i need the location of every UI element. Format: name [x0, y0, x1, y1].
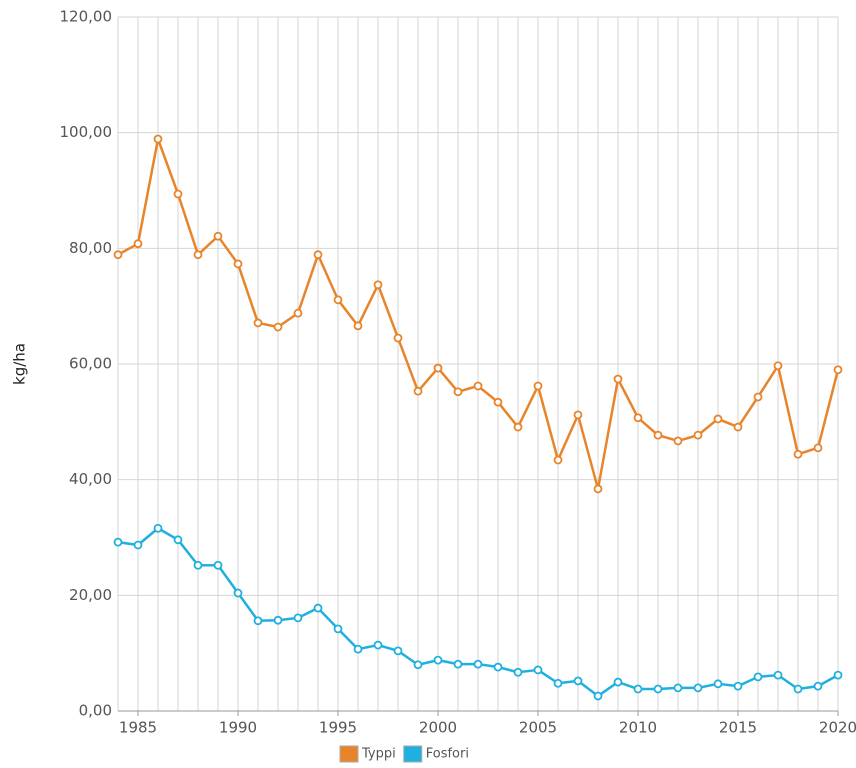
data-point [633, 684, 643, 694]
data-point [793, 684, 803, 694]
data-point [493, 397, 503, 407]
data-point [453, 387, 463, 397]
x-tick-label: 2010 [619, 719, 657, 737]
data-point [453, 659, 463, 669]
data-point [113, 537, 123, 547]
data-point [713, 679, 723, 689]
data-point [733, 422, 743, 432]
data-point [233, 588, 243, 598]
legend-swatch [403, 745, 423, 763]
y-tick-label: 0,00 [79, 702, 112, 720]
data-point [493, 662, 503, 672]
data-point [813, 681, 823, 691]
data-point [313, 250, 323, 260]
data-point [133, 540, 143, 550]
data-point [353, 321, 363, 331]
data-point [813, 443, 823, 453]
data-point [413, 386, 423, 396]
data-point [153, 523, 163, 533]
data-point [533, 665, 543, 675]
x-tick-label: 1990 [219, 719, 257, 737]
data-point [213, 560, 223, 570]
data-point [573, 676, 583, 686]
data-point [513, 422, 523, 432]
data-point [833, 670, 843, 680]
data-point [253, 616, 263, 626]
data-point [833, 365, 843, 375]
x-tick-label: 1995 [319, 719, 357, 737]
data-point [713, 414, 723, 424]
legend-label: Typpi [361, 747, 396, 762]
data-point [473, 659, 483, 669]
legend-swatch [339, 745, 359, 763]
y-tick-label: 100,00 [60, 123, 113, 141]
data-point [293, 308, 303, 318]
data-point [613, 677, 623, 687]
data-point [573, 410, 583, 420]
x-tick-label: 2015 [719, 719, 757, 737]
y-tick-label: 80,00 [69, 239, 112, 257]
data-point [793, 449, 803, 459]
data-point [673, 683, 683, 693]
data-point [413, 660, 423, 670]
legend-label: Fosfori [426, 747, 469, 762]
data-point [633, 413, 643, 423]
data-point [153, 134, 163, 144]
data-point [273, 322, 283, 332]
data-point [593, 691, 603, 701]
data-point [273, 615, 283, 625]
data-point [173, 535, 183, 545]
data-point [313, 603, 323, 613]
data-point [393, 333, 403, 343]
data-point [213, 231, 223, 241]
data-point [333, 624, 343, 634]
y-axis-label: kg/ha [11, 343, 29, 385]
data-point [653, 684, 663, 694]
data-point [393, 646, 403, 656]
data-point [553, 455, 563, 465]
data-point [753, 392, 763, 402]
data-point [353, 644, 363, 654]
data-point [613, 374, 623, 384]
y-tick-label: 120,00 [60, 8, 113, 26]
data-point [473, 381, 483, 391]
data-point [193, 250, 203, 260]
data-point [773, 361, 783, 371]
y-tick-label: 40,00 [69, 470, 112, 488]
data-point [373, 280, 383, 290]
data-point [133, 239, 143, 249]
data-point [253, 318, 263, 328]
data-point [333, 295, 343, 305]
y-tick-label: 60,00 [69, 355, 112, 373]
data-point [193, 560, 203, 570]
data-point [673, 436, 683, 446]
data-point [593, 484, 603, 494]
data-point [513, 667, 523, 677]
data-point [233, 259, 243, 269]
x-tick-label: 2000 [419, 719, 457, 737]
data-point [433, 655, 443, 665]
data-point [433, 363, 443, 373]
x-tick-label: 2005 [519, 719, 557, 737]
x-tick-label: 1985 [119, 719, 157, 737]
data-point [693, 430, 703, 440]
data-point [373, 640, 383, 650]
data-point [293, 613, 303, 623]
data-point [173, 189, 183, 199]
data-point [733, 681, 743, 691]
data-point [533, 381, 543, 391]
data-point [553, 678, 563, 688]
data-point [773, 670, 783, 680]
data-point [753, 672, 763, 682]
data-point [653, 430, 663, 440]
x-tick-label: 2020 [819, 719, 856, 737]
data-point [693, 683, 703, 693]
data-point [113, 250, 123, 260]
y-tick-label: 20,00 [69, 586, 112, 604]
legend: Typpi Fosfori [339, 745, 469, 763]
